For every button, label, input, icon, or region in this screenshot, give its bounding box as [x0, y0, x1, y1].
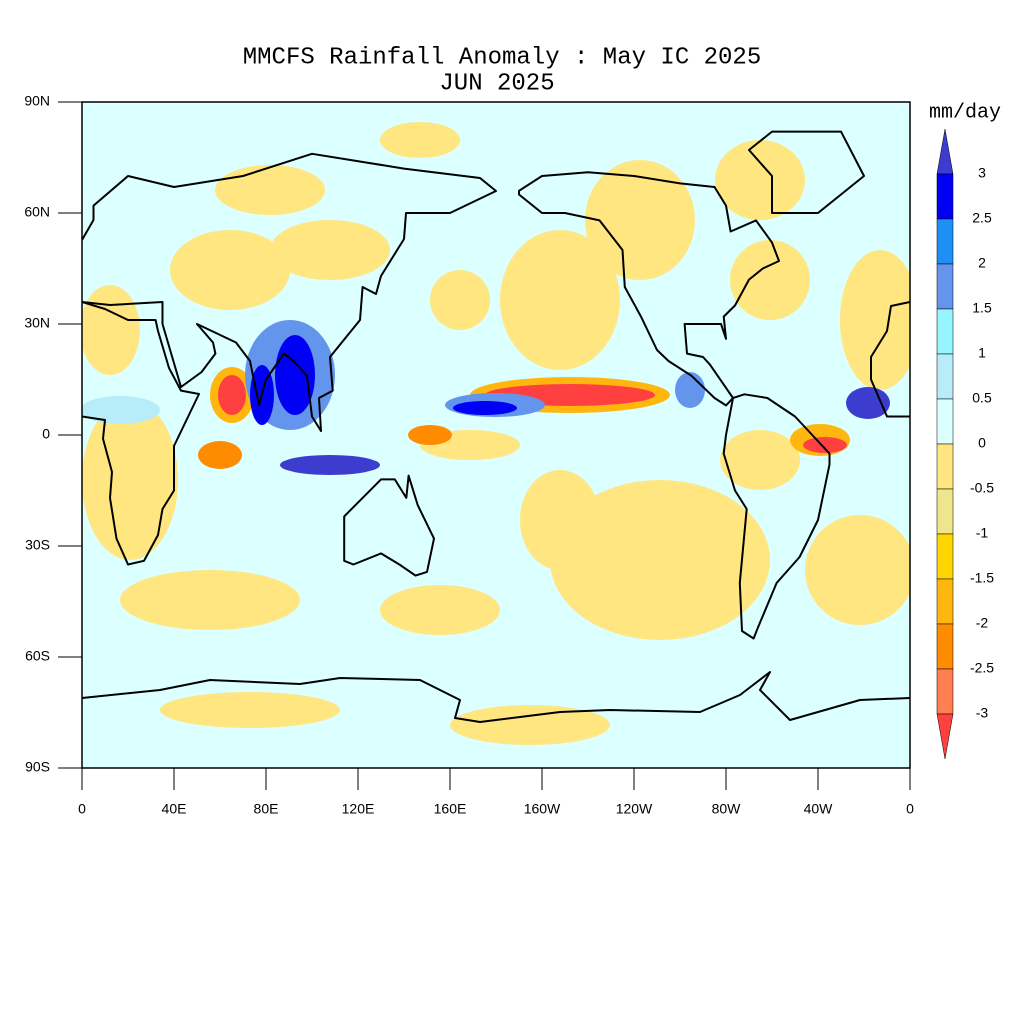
y-tick-label: 0	[42, 426, 50, 442]
colorbar-box	[936, 263, 954, 310]
colorbar-box	[936, 668, 954, 715]
colorbar-box	[936, 488, 954, 535]
y-tick-label: 30N	[24, 315, 50, 331]
subtitle: JUN 2025	[439, 70, 554, 97]
colorbar-box	[936, 218, 954, 265]
colorbar-label: 2.5	[972, 210, 992, 226]
colorbar-box	[936, 308, 954, 355]
x-tick-label: 160E	[434, 801, 467, 817]
x-tick-label: 120W	[616, 801, 653, 817]
x-tick-label: 40E	[162, 801, 187, 817]
colorbar-triangle	[936, 128, 954, 175]
map-field	[82, 102, 910, 768]
title: MMCFS Rainfall Anomaly : May IC 2025	[243, 44, 761, 71]
colorbar-box	[936, 623, 954, 670]
colorbar-box	[936, 398, 954, 445]
colorbar-label: 3	[978, 165, 986, 181]
x-tick-label: 80E	[254, 801, 279, 817]
y-tick-label: 90N	[24, 93, 50, 109]
y-tick-label: 90S	[25, 759, 50, 775]
x-tick-label: 40W	[804, 801, 834, 817]
colorbar-label: -3	[976, 705, 989, 721]
strong-anomaly-areas	[82, 320, 890, 475]
colorbar-box	[936, 443, 954, 490]
colorbar-label: -2.5	[970, 660, 994, 676]
y-tick-label: 60S	[25, 648, 50, 664]
colorbar-box	[936, 173, 954, 220]
colorbar: 3 2.5 2 1.5 1 0.5 0 -0.5 -1 -1.5 -2 -2.5 -3	[936, 128, 994, 760]
colorbar-label: -0.5	[970, 480, 994, 496]
colorbar-label: -1.5	[970, 570, 994, 586]
x-tick-label: 120E	[342, 801, 375, 817]
colorbar-box	[936, 578, 954, 625]
colorbar-label: 0.5	[972, 390, 992, 406]
y-tick-label: 60N	[24, 204, 50, 220]
y-tick-label: 30S	[25, 537, 50, 553]
colorbar-box	[936, 353, 954, 400]
colorbar-box	[936, 533, 954, 580]
colorbar-unit: mm/day	[929, 101, 1001, 124]
colorbar-label: 2	[978, 255, 986, 271]
colorbar-label: 0	[978, 435, 986, 451]
colorbar-triangle	[936, 713, 954, 760]
coastlines	[82, 130, 910, 723]
axes: 0 40E 80E 120E 160E 160W 120W 80W 40W 0 90N 60N 30N 0…	[24, 93, 914, 817]
negative-anomaly-areas	[82, 122, 910, 745]
colorbar-label: -2	[976, 615, 989, 631]
colorbar-label: 1	[978, 345, 986, 361]
x-tick-label: 160W	[524, 801, 561, 817]
x-tick-label: 0	[78, 801, 86, 817]
colorbar-label: -1	[976, 525, 989, 541]
x-tick-label: 80W	[712, 801, 742, 817]
colorbar-label: 1.5	[972, 300, 992, 316]
x-tick-label: 0	[906, 801, 914, 817]
